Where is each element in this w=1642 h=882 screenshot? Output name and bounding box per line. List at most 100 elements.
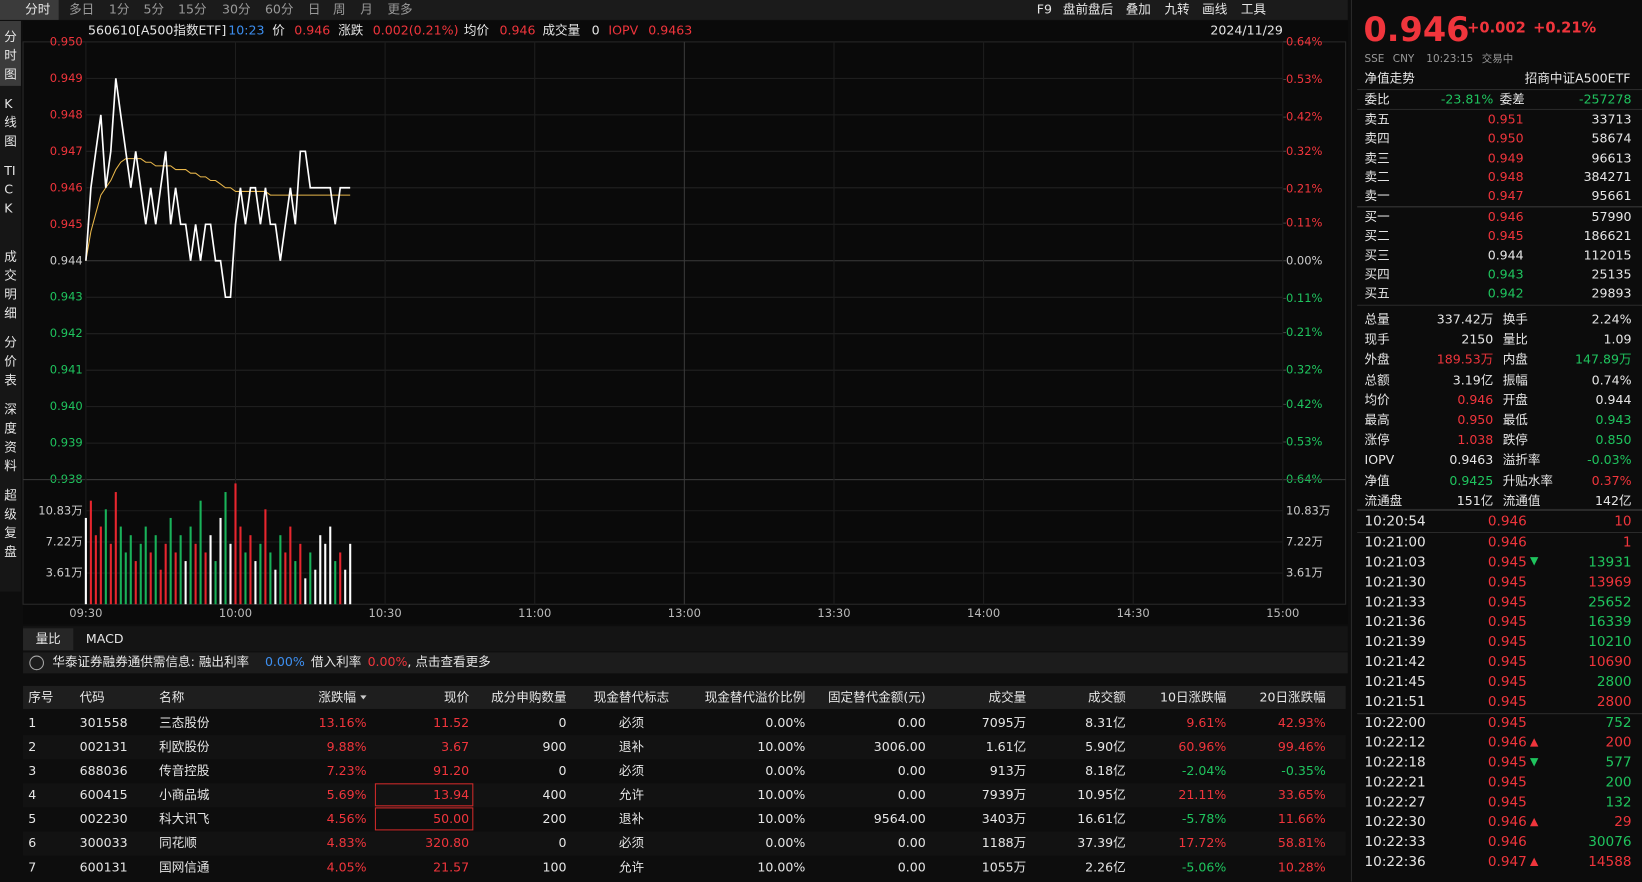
- timeframe-tab[interactable]: 更多: [387, 2, 413, 17]
- chart-date: 2024/11/29: [1210, 23, 1283, 38]
- table-cell: 1188万: [981, 835, 1027, 851]
- stat-value: 0.946: [1457, 392, 1494, 408]
- table-cell: 60.96%: [1178, 739, 1227, 754]
- price-change: +0.002: [1467, 19, 1526, 37]
- timeframe-tab[interactable]: 1分: [108, 2, 130, 17]
- notice-icon: [29, 655, 44, 671]
- column-header[interactable]: 10日涨跌幅: [1160, 690, 1227, 705]
- y-tick-label: 0.943: [50, 290, 83, 304]
- column-header[interactable]: 序号: [28, 690, 54, 705]
- timeframe-tab[interactable]: 分时: [25, 2, 51, 17]
- trade-volume: 2800: [1596, 674, 1632, 690]
- last-price: 0.946: [1363, 9, 1470, 50]
- side-tab[interactable]: 成交明细: [4, 249, 17, 321]
- tool-button[interactable]: F9: [1036, 2, 1052, 17]
- timeframe-tab[interactable]: 日: [307, 2, 321, 17]
- timeframe-tab[interactable]: 月: [360, 2, 373, 17]
- x-tick-label: 13:30: [817, 606, 850, 620]
- header-field: 0.946: [294, 23, 331, 38]
- toolbar: [0, 0, 1348, 20]
- volume-bar: [219, 517, 222, 605]
- trade-price: 0.945: [1487, 554, 1527, 571]
- column-header[interactable]: 名称: [159, 690, 185, 705]
- trade-price: 0.946: [1487, 735, 1527, 751]
- column-header[interactable]: 代码: [79, 690, 105, 705]
- timeframe-tab[interactable]: 15分: [178, 2, 207, 17]
- side-tab[interactable]: K线图: [4, 96, 17, 149]
- volume-tick-label: 7.22万: [1286, 534, 1323, 548]
- timeframe-tab[interactable]: 多日: [69, 2, 95, 17]
- side-tab[interactable]: 分时图: [4, 29, 17, 82]
- tool-button[interactable]: 叠加: [1125, 2, 1151, 17]
- volume-bar: [184, 561, 187, 605]
- book-price: 0.950: [1487, 131, 1524, 146]
- trade-volume: 13931: [1588, 554, 1632, 571]
- side-tab[interactable]: 分价表: [4, 335, 17, 388]
- table-cell: 900: [542, 739, 567, 754]
- column-header[interactable]: 现价: [443, 690, 470, 705]
- nav-link[interactable]: 净值走势: [1364, 71, 1415, 86]
- side-tab[interactable]: TICK: [4, 163, 16, 216]
- header-field: 10:23: [228, 23, 265, 38]
- trade-price: 0.945: [1487, 614, 1527, 631]
- table-cell: 0.00%: [765, 715, 806, 730]
- table-cell: 10.00%: [757, 811, 806, 827]
- table-cell: 0.00%: [765, 835, 806, 851]
- table-cell: 21.57: [433, 859, 470, 875]
- table-cell: 0: [558, 763, 567, 779]
- trade-price: 0.945: [1487, 674, 1527, 690]
- table-cell: 301558: [79, 715, 128, 730]
- tool-button[interactable]: 画线: [1202, 2, 1228, 17]
- column-header[interactable]: 涨跌幅: [318, 690, 357, 705]
- table-cell: 688036: [79, 763, 128, 779]
- volume-bar: [239, 526, 242, 605]
- column-header[interactable]: 现金替代标志: [593, 690, 670, 705]
- timeframe-tab[interactable]: 30分: [222, 2, 251, 17]
- trade-volume: 30076: [1588, 834, 1632, 851]
- timeframe-tab[interactable]: 60分: [264, 2, 294, 17]
- stat-value: 0.944: [1595, 392, 1632, 408]
- stat-label: 流通值: [1502, 493, 1541, 508]
- book-price: 0.946: [1487, 209, 1524, 225]
- tool-button[interactable]: 盘前盘后: [1062, 2, 1114, 17]
- x-tick-label: 14:00: [967, 606, 1000, 620]
- book-level: 卖三: [1364, 150, 1390, 166]
- volume-bar: [229, 543, 232, 605]
- stat-label: 现手: [1364, 332, 1390, 347]
- volume-bar: [144, 526, 147, 605]
- table-cell: 2: [28, 739, 37, 754]
- book-price: 0.945: [1487, 228, 1524, 244]
- column-header[interactable]: 固定替代金额(元): [827, 690, 926, 705]
- sep: [1357, 304, 1642, 306]
- column-header[interactable]: 成交量: [988, 690, 1027, 705]
- book-level: 买一: [1364, 209, 1390, 225]
- tool-button[interactable]: 九转: [1164, 2, 1190, 17]
- table-cell: 16.61亿: [1077, 811, 1126, 827]
- indicator-tab[interactable]: 量比: [35, 631, 61, 647]
- volume-bar: [89, 500, 92, 605]
- trade-price: 0.945: [1487, 634, 1527, 651]
- trade-volume: 14588: [1588, 854, 1632, 871]
- column-header[interactable]: 20日涨跌幅: [1259, 690, 1326, 705]
- column-header[interactable]: 成分申购数量: [491, 690, 567, 705]
- stat-label: 均价: [1364, 392, 1390, 408]
- y2-tick-label: 0.32%: [1286, 144, 1323, 158]
- timeframe-tab[interactable]: 5分: [143, 2, 165, 17]
- volume-bar: [314, 569, 317, 605]
- y-tick-label: 0.947: [50, 144, 83, 158]
- side-tab[interactable]: 超级复盘: [4, 487, 17, 560]
- quote-panel: [1350, 0, 1642, 882]
- timeframe-tab[interactable]: 周: [333, 2, 346, 17]
- tool-button[interactable]: 工具: [1240, 2, 1267, 17]
- volume-bar: [189, 526, 192, 605]
- column-header[interactable]: 现金替代溢价比例: [704, 690, 806, 705]
- notice-text[interactable]: , 点击查看更多: [407, 654, 491, 670]
- side-tab[interactable]: 深度资料: [4, 402, 17, 474]
- x-tick-label: 14:30: [1117, 606, 1150, 620]
- table-cell: 退补: [618, 739, 645, 754]
- volume-bar: [304, 578, 307, 605]
- indicator-tab[interactable]: MACD: [85, 631, 124, 647]
- table-cell: 0.00%: [765, 763, 806, 779]
- table-header: [23, 685, 1346, 709]
- column-header[interactable]: 成交额: [1088, 690, 1126, 705]
